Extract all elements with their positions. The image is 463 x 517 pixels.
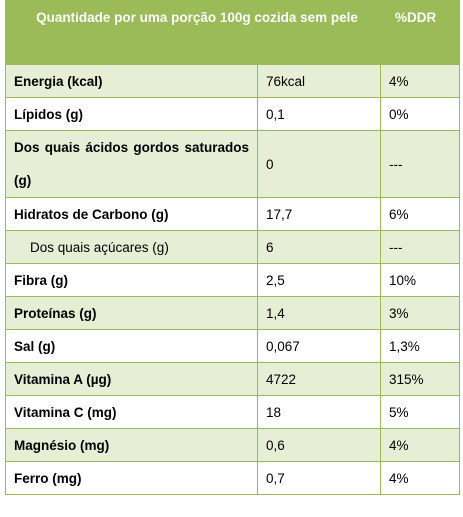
nutrient-ddr: 1,3% (380, 329, 460, 363)
nutrient-value: 4722 (257, 362, 381, 396)
table-row: Sal (g) 0,067 1,3% (5, 329, 460, 363)
nutrient-value: 18 (257, 395, 381, 429)
nutrient-name: Vitamina C (mg) (5, 395, 258, 429)
nutrient-ddr: 4% (380, 461, 460, 495)
table-row: Fibra (g) 2,5 10% (5, 263, 460, 297)
table-body: Energia (kcal) 76kcal 4% Lípidos (g) 0,1… (5, 64, 460, 495)
table-row: Energia (kcal) 76kcal 4% (5, 64, 460, 98)
nutrient-name: Dos quais açúcares (g) (5, 230, 258, 264)
header-portion-label: Quantidade por uma porção 100g cozida se… (5, 0, 381, 65)
nutrient-value: 76kcal (257, 64, 381, 98)
nutrient-value: 17,7 (257, 197, 381, 231)
nutrient-ddr: 4% (380, 428, 460, 462)
nutrition-table-container: Quantidade por uma porção 100g cozida se… (5, 0, 460, 495)
nutrient-value: 2,5 (257, 263, 381, 297)
nutrient-ddr: 10% (380, 263, 460, 297)
nutrient-name: Lípidos (g) (5, 97, 258, 131)
nutrient-ddr: --- (380, 130, 460, 198)
table-row: Vitamina A (µg) 4722 315% (5, 362, 460, 396)
nutrient-name: Magnésio (mg) (5, 428, 258, 462)
nutrition-table: Quantidade por uma porção 100g cozida se… (5, 0, 460, 495)
nutrient-value: 0,067 (257, 329, 381, 363)
nutrient-ddr: 6% (380, 197, 460, 231)
header-ddr-label: %DDR (380, 0, 460, 65)
table-row: Dos quais ácidos gordos saturados (g) 0 … (5, 130, 460, 198)
table-header: Quantidade por uma porção 100g cozida se… (5, 0, 460, 65)
nutrient-name: Hidratos de Carbono (g) (5, 197, 258, 231)
nutrient-name: Proteínas (g) (5, 296, 258, 330)
nutrient-value: 0 (257, 130, 381, 198)
nutrient-name: Ferro (mg) (5, 461, 258, 495)
nutrient-value: 1,4 (257, 296, 381, 330)
nutrient-ddr: 315% (380, 362, 460, 396)
table-row: Vitamina C (mg) 18 5% (5, 395, 460, 429)
table-row: Dos quais açúcares (g) 6 --- (5, 230, 460, 264)
nutrient-value: 6 (257, 230, 381, 264)
nutrient-ddr: 3% (380, 296, 460, 330)
table-row: Lípidos (g) 0,1 0% (5, 97, 460, 131)
table-row: Magnésio (mg) 0,6 4% (5, 428, 460, 462)
nutrient-value: 0,1 (257, 97, 381, 131)
nutrient-ddr: 4% (380, 64, 460, 98)
nutrient-value: 0,7 (257, 461, 381, 495)
table-row: Proteínas (g) 1,4 3% (5, 296, 460, 330)
nutrient-name: Energia (kcal) (5, 64, 258, 98)
nutrient-ddr: 5% (380, 395, 460, 429)
header-row: Quantidade por uma porção 100g cozida se… (5, 0, 460, 65)
nutrient-name: Vitamina A (µg) (5, 362, 258, 396)
nutrient-ddr: 0% (380, 97, 460, 131)
nutrient-value: 0,6 (257, 428, 381, 462)
nutrient-name: Dos quais ácidos gordos saturados (g) (5, 130, 258, 198)
table-row: Ferro (mg) 0,7 4% (5, 461, 460, 495)
nutrient-name: Fibra (g) (5, 263, 258, 297)
table-row: Hidratos de Carbono (g) 17,7 6% (5, 197, 460, 231)
nutrient-ddr: --- (380, 230, 460, 264)
nutrient-name: Sal (g) (5, 329, 258, 363)
